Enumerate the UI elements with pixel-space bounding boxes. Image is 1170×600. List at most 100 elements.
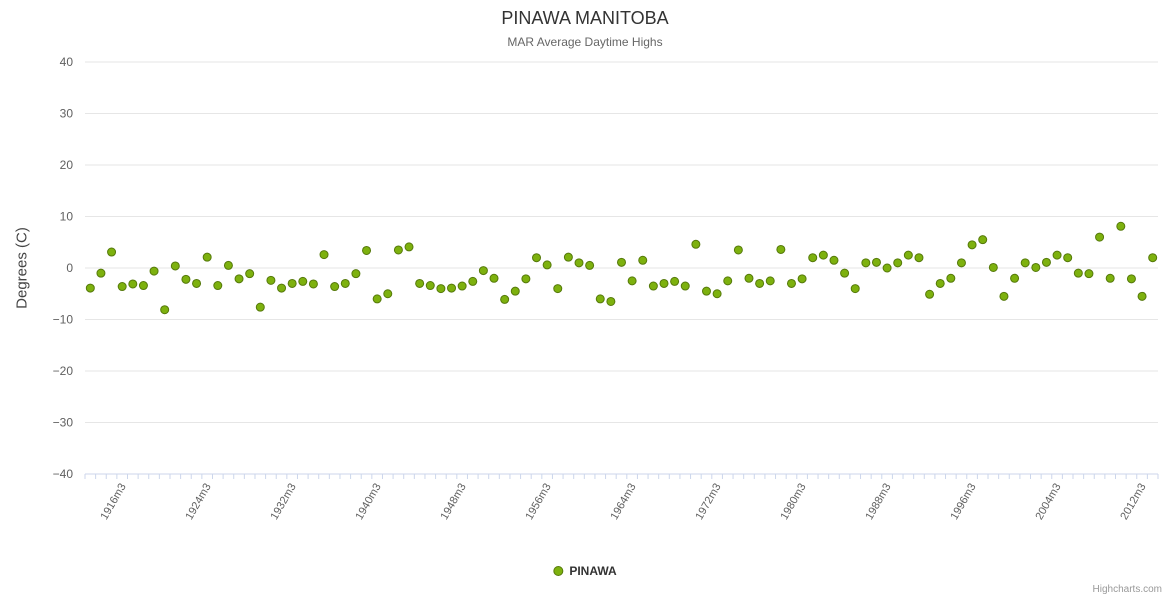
data-point[interactable]: 1944m3: -3 (415, 278, 425, 288)
data-point[interactable]: 1980m3: -2.1 (797, 274, 807, 284)
data-point[interactable]: 2005m3: 2 (1063, 253, 1073, 263)
data-point[interactable]: 2006m3: -1 (1073, 268, 1083, 278)
data-point[interactable]: 2000m3: -2 (1010, 273, 1020, 283)
data-point[interactable]: 1921m3: 0.4 (170, 261, 180, 271)
data-point[interactable]: 1965m3: 1.5 (638, 255, 648, 265)
data-point[interactable]: 1924m3: 2.1 (202, 252, 212, 262)
data-point[interactable]: 1922m3: -2.2 (181, 274, 191, 284)
data-point[interactable]: 1933m3: -2.6 (298, 276, 308, 286)
data-point[interactable]: 1959m3: 1 (574, 258, 584, 268)
data-point[interactable]: 1940m3: -6 (372, 294, 382, 304)
credits-link[interactable]: Highcharts.com (1092, 584, 1162, 595)
legend-item-pinawa[interactable]: PINAWA (553, 564, 617, 578)
data-point[interactable]: 1984m3: -1 (840, 268, 850, 278)
data-point[interactable]: 1937m3: -3 (340, 278, 350, 288)
data-point[interactable]: 1931m3: -3.9 (277, 283, 287, 293)
data-point[interactable]: 2009m3: -2 (1105, 273, 1115, 283)
data-point[interactable]: 1974m3: 3.5 (733, 245, 743, 255)
data-point[interactable]: 1915m3: 3.1 (107, 247, 117, 257)
data-point[interactable]: 1949m3: -2.6 (468, 276, 478, 286)
data-point[interactable]: 1988m3: 0 (882, 263, 892, 273)
data-point[interactable]: 2003m3: 1.1 (1041, 257, 1051, 267)
data-point[interactable]: 1954m3: -2.1 (521, 274, 531, 284)
data-point[interactable]: 1918m3: -3.4 (138, 281, 148, 291)
data-point[interactable]: 1953m3: -4.5 (510, 286, 520, 296)
data-point[interactable]: 1951m3: -2 (489, 273, 499, 283)
data-point[interactable]: 1999m3: -5.5 (999, 291, 1009, 301)
data-point[interactable]: 1925m3: -3.4 (213, 281, 223, 291)
data-point[interactable]: 1934m3: -3.1 (308, 279, 318, 289)
data-point[interactable]: 1996m3: 4.5 (967, 240, 977, 250)
data-point[interactable]: 1994m3: -2 (946, 273, 956, 283)
data-point[interactable]: 1992m3: -5.1 (925, 289, 935, 299)
data-point[interactable]: 2012m3: -5.5 (1137, 291, 1147, 301)
data-point[interactable]: 1914m3: -1 (96, 268, 106, 278)
data-point[interactable]: 1946m3: -4 (436, 284, 446, 294)
data-point[interactable]: 1957m3: -4 (553, 284, 563, 294)
data-point[interactable]: 1928m3: -1.1 (245, 269, 255, 279)
data-point[interactable]: 1923m3: -3 (192, 278, 202, 288)
data-point[interactable]: 2004m3: 2.5 (1052, 250, 1062, 260)
data-point[interactable]: 1955m3: 2 (532, 253, 542, 263)
data-point[interactable]: 1991m3: 2 (914, 253, 924, 263)
data-point[interactable]: 2007m3: -1.1 (1084, 269, 1094, 279)
data-point[interactable]: 1982m3: 2.5 (818, 250, 828, 260)
data-point[interactable]: 1941m3: -5 (383, 289, 393, 299)
data-point[interactable]: 2002m3: 0.1 (1031, 262, 1041, 272)
data-point[interactable]: 1936m3: -3.6 (330, 282, 340, 292)
data-point[interactable]: 1932m3: -3 (287, 278, 297, 288)
data-point[interactable]: 1968m3: -2.6 (670, 276, 680, 286)
data-point[interactable]: 1961m3: -6 (595, 294, 605, 304)
data-point[interactable]: 1947m3: -3.9 (447, 283, 457, 293)
data-point[interactable]: 1964m3: -2.5 (627, 276, 637, 286)
data-point[interactable]: 1948m3: -3.5 (457, 281, 467, 291)
data-point[interactable]: 1977m3: -2.5 (765, 276, 775, 286)
data-point[interactable]: 1917m3: -3.1 (128, 279, 138, 289)
data-point[interactable]: 1998m3: 0.1 (988, 262, 998, 272)
data-point[interactable]: 1938m3: -1.1 (351, 269, 361, 279)
data-point[interactable]: 1989m3: 1 (893, 258, 903, 268)
data-point[interactable]: 1935m3: 2.6 (319, 250, 329, 260)
data-point[interactable]: 1985m3: -4 (850, 284, 860, 294)
data-point[interactable]: 1963m3: 1.1 (617, 257, 626, 267)
data-point[interactable]: 1958m3: 2.1 (563, 252, 573, 262)
data-point[interactable]: 1942m3: 3.5 (393, 245, 403, 255)
data-point[interactable]: 2013m3: 2 (1148, 253, 1158, 263)
data-point[interactable]: 1939m3: 3.4 (362, 245, 372, 255)
data-point[interactable]: 1960m3: 0.5 (585, 260, 595, 270)
data-point[interactable]: 1929m3: -7.6 (255, 302, 265, 312)
data-point[interactable]: 1973m3: -2.5 (723, 276, 733, 286)
data-point[interactable]: 1978m3: 3.6 (776, 244, 786, 254)
data-point[interactable]: 1971m3: -4.5 (701, 286, 711, 296)
data-point[interactable]: 1916m3: -3.6 (117, 282, 127, 292)
data-point[interactable]: 1997m3: 5.5 (978, 235, 988, 245)
data-point[interactable]: 1943m3: 4.1 (404, 242, 414, 252)
data-point[interactable]: 1926m3: 0.5 (223, 260, 233, 270)
data-point[interactable]: 1993m3: -3 (935, 278, 945, 288)
data-point[interactable]: 1995m3: 1 (956, 258, 966, 268)
data-point[interactable]: 1930m3: -2.4 (266, 275, 276, 285)
data-point[interactable]: 2008m3: 6 (1095, 232, 1105, 242)
data-point[interactable]: 1983m3: 1.5 (829, 255, 839, 265)
data-point[interactable]: 1979m3: -3 (786, 278, 796, 288)
data-point[interactable]: 1962m3: -6.5 (606, 296, 616, 306)
data-point[interactable]: 1987m3: 1.1 (871, 257, 881, 267)
data-point[interactable]: 1990m3: 2.5 (903, 250, 913, 260)
data-point[interactable]: 1969m3: -3.5 (680, 281, 690, 291)
data-point[interactable]: 1956m3: 0.6 (542, 260, 552, 270)
data-point[interactable]: 1986m3: 1 (861, 258, 871, 268)
data-point[interactable]: 2010m3: 8.1 (1116, 221, 1126, 231)
data-point[interactable]: 1967m3: -3 (659, 278, 669, 288)
data-point[interactable]: 2011m3: -2.1 (1126, 274, 1136, 284)
data-point[interactable]: 1913m3: -3.9 (85, 283, 95, 293)
data-point[interactable]: 1952m3: -6.1 (500, 294, 510, 304)
data-point[interactable]: 1975m3: -2 (744, 273, 754, 283)
data-point[interactable]: 1972m3: -5 (712, 289, 722, 299)
data-point[interactable]: 2001m3: 1 (1020, 258, 1030, 268)
data-point[interactable]: 1945m3: -3.4 (425, 281, 435, 291)
data-point[interactable]: 1950m3: -0.5 (478, 266, 488, 276)
data-point[interactable]: 1981m3: 2 (808, 253, 818, 263)
data-point[interactable]: 1919m3: -0.6 (149, 266, 159, 276)
data-point[interactable]: 1920m3: -8.1 (160, 305, 170, 315)
data-point[interactable]: 1976m3: -3 (755, 278, 765, 288)
